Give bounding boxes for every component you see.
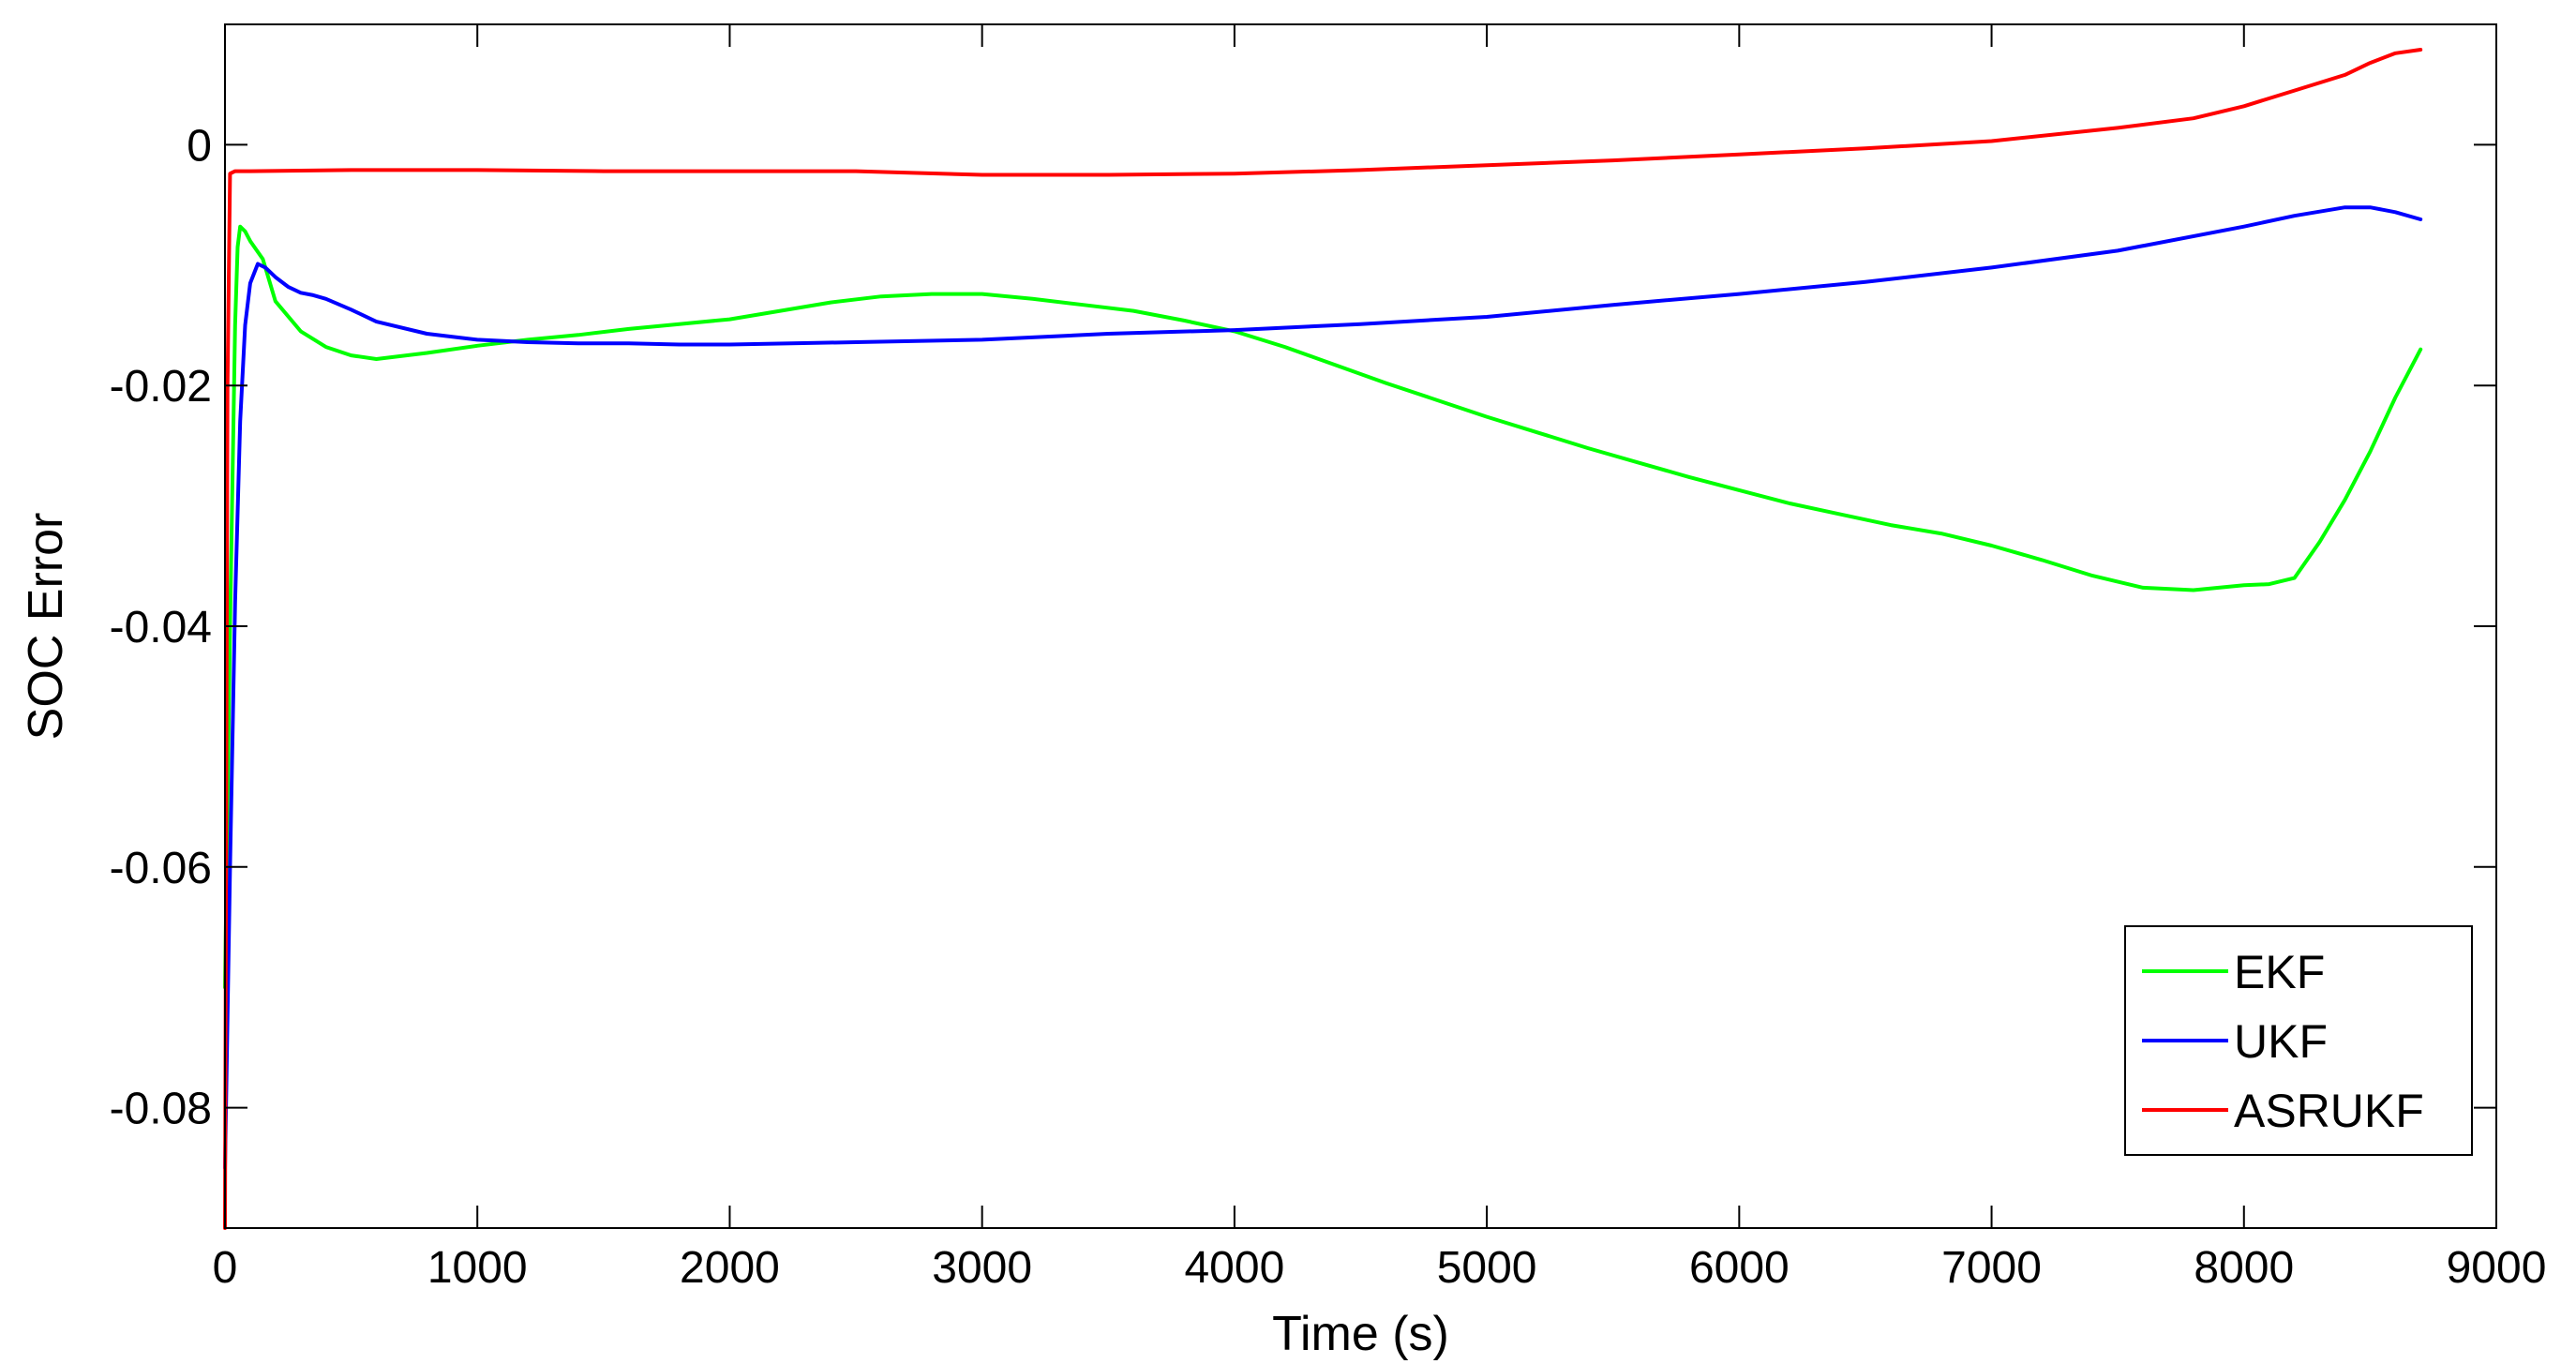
- legend: EKF UKF ASRUKF: [2124, 925, 2473, 1156]
- x-tick-label: 5000: [1437, 1243, 1537, 1293]
- x-tick-label: 8000: [2194, 1243, 2294, 1293]
- axes-frame: [224, 23, 2497, 1229]
- axis-ticks: [224, 24, 2497, 1228]
- y-tick-label: -0.08: [110, 1085, 212, 1134]
- x-axis-label: Time (s): [1272, 1307, 1449, 1361]
- x-tick-label: 0: [213, 1243, 238, 1293]
- series-lines: [223, 48, 2423, 1230]
- legend-label-asrukf: ASRUKF: [2234, 1085, 2424, 1137]
- x-tick-label: 1000: [427, 1243, 528, 1293]
- series-line-ekf: [223, 224, 2423, 990]
- axes-background: [225, 24, 2496, 1228]
- y-tick-label: -0.04: [110, 603, 212, 652]
- series-line-asrukf: [223, 48, 2423, 1230]
- x-tick-label: 9000: [2447, 1243, 2547, 1293]
- plot-area: [223, 23, 2497, 1230]
- tick-labels: 0 1000 2000 3000 4000 5000 6000 7000 8000 9000 0 -0…: [110, 121, 2547, 1293]
- y-tick-label: -0.06: [110, 844, 212, 893]
- y-tick-label: -0.02: [110, 362, 212, 412]
- x-tick-label: 4000: [1184, 1243, 1284, 1293]
- y-axis-label: SOC Error: [19, 513, 73, 741]
- x-tick-label: 6000: [1689, 1243, 1790, 1293]
- x-tick-label: 2000: [680, 1243, 780, 1293]
- series-line-ukf: [223, 205, 2423, 1170]
- x-tick-label: 3000: [932, 1243, 1032, 1293]
- y-tick-label: 0: [187, 121, 212, 171]
- x-tick-label: 7000: [1941, 1243, 2042, 1293]
- legend-label-ukf: UKF: [2234, 1015, 2328, 1068]
- legend-label-ekf: EKF: [2234, 946, 2325, 998]
